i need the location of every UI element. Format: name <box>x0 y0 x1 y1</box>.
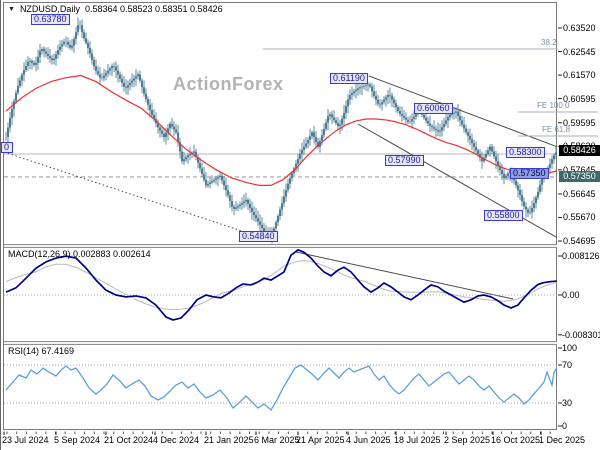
ohlc-values: 0.58364 0.58523 0.58351 0.58426 <box>84 4 223 14</box>
watermark: ActionForex <box>173 74 284 94</box>
macd-axis-tick: 0.00 <box>562 290 580 300</box>
fib-label[interactable]: 38.2 <box>541 38 557 47</box>
rsi-line <box>5 364 557 412</box>
collapse-arrow-icon[interactable]: ▼ <box>8 5 15 13</box>
old-support-dotted[interactable] <box>4 151 270 241</box>
macd-main-line <box>5 248 557 321</box>
price-axis-tick: 0.59595 <box>563 117 596 128</box>
price-level-label[interactable]: 0.63780 <box>31 14 70 25</box>
support-level-badge: 0.57350 <box>559 171 600 183</box>
price-level-label[interactable]: 0.55800 <box>484 210 523 221</box>
fib-label[interactable]: FE 100.0 <box>537 101 570 110</box>
panel-separator-macd-rsi[interactable] <box>4 341 557 345</box>
panel-separator-main-macd[interactable] <box>4 244 557 248</box>
chart-title: ▼ NZDUSD,Daily 0.58364 0.58523 0.58351 0… <box>8 4 223 14</box>
price-axis-tick: 0.56645 <box>563 188 596 199</box>
date-axis-label: 21 Apr 2025 <box>296 435 345 445</box>
price-axis-tick: 0.63520 <box>563 23 596 33</box>
price-level-label[interactable]: 0.57990 <box>385 155 424 166</box>
price-level-label[interactable]: 0 <box>1 142 13 153</box>
rsi-axis-tick: 0 <box>562 421 568 431</box>
date-axis-label: 16 Oct 2025 <box>491 435 541 445</box>
macd-signal-line <box>5 260 557 311</box>
date-axis-label: 4 Jun 2025 <box>346 435 391 445</box>
macd-indicator-title: MACD(12,26,9) 0.002883 0.002614 <box>8 249 151 259</box>
date-axis-label: 6 Mar 2025 <box>254 435 300 445</box>
rsi-axis-tick: 100 <box>562 343 578 353</box>
date-axis-label: 23 Jul 2024 <box>2 435 49 445</box>
price-axis-tick: 0.54695 <box>563 236 596 246</box>
price-axis-tick: 0.55670 <box>563 212 596 223</box>
date-axis-label: 4 Dec 2024 <box>153 435 200 445</box>
date-axis-label: 5 Sep 2024 <box>54 435 101 445</box>
price-axis-tick: 0.57645 <box>563 164 596 175</box>
date-axis-label: 1 Dec 2025 <box>539 435 586 445</box>
date-axis-label: 18 Jul 2025 <box>394 435 441 445</box>
symbol-timeframe-label: NZDUSD,Daily <box>19 4 80 14</box>
date-axis-label: 21 Oct 2024 <box>104 435 154 445</box>
price-level-label[interactable]: 0.60060 <box>414 103 453 114</box>
falling-channel-upper[interactable] <box>368 75 563 149</box>
macd-axis-tick: -0.008301 <box>562 329 600 340</box>
rsi-indicator-title: RSI(14) 67.4169 <box>8 346 75 356</box>
date-axis-label: 21 Jan 2025 <box>204 435 254 445</box>
price-level-label[interactable]: 0.61190 <box>330 73 368 84</box>
falling-channel-lower[interactable] <box>357 123 563 241</box>
date-axis-label: 2 Sep 2025 <box>444 435 491 445</box>
price-level-label[interactable]: 0.54840 <box>239 231 278 242</box>
price-axis-tick: 0.61570 <box>563 70 596 81</box>
macd-axis-tick: 0.008126 <box>562 251 600 261</box>
moving-average-line <box>5 74 557 186</box>
fib-label[interactable]: FE 61.8 <box>542 125 571 134</box>
price-axis-tick: 0.62545 <box>563 46 596 57</box>
rsi-axis-tick: 70 <box>562 360 573 370</box>
price-level-label[interactable]: 0.58300 <box>506 147 545 158</box>
price-axis-tick: 0.60595 <box>563 93 596 104</box>
current-price-badge: 0.58426 <box>559 145 600 157</box>
price-level-label[interactable]: 0.57350 <box>510 168 549 179</box>
rsi-axis-tick: 30 <box>562 398 573 408</box>
macd-trendline[interactable] <box>295 251 514 300</box>
